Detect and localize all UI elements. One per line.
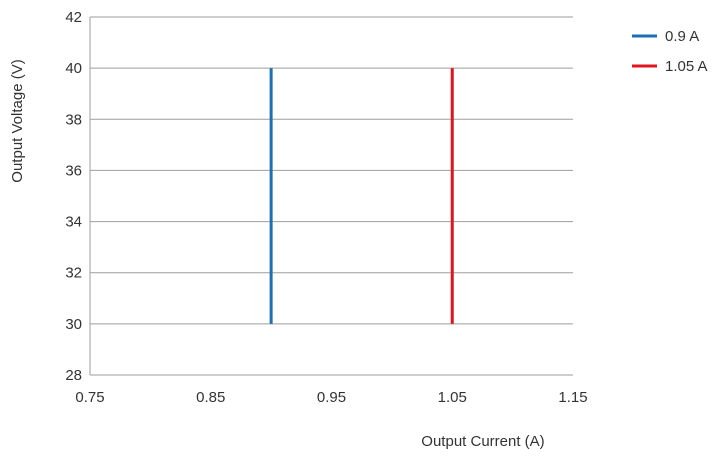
y-tick-label: 34 xyxy=(65,214,82,231)
y-axis-title: Output Voltage (V) xyxy=(9,59,26,182)
gridlines xyxy=(90,16,573,325)
x-tick-label: 0.85 xyxy=(196,389,225,406)
legend-item: 0.9 A xyxy=(632,28,699,45)
legend-label: 0.9 A xyxy=(665,28,699,45)
legend-item: 1.05 A xyxy=(632,58,708,75)
y-tick-label: 36 xyxy=(65,162,82,179)
legend: 0.9 A 1.05 A xyxy=(632,28,708,75)
x-tick-labels: 0.75 0.85 0.95 1.05 1.15 xyxy=(75,389,587,406)
y-tick-label: 32 xyxy=(65,265,82,282)
x-tick-label: 1.15 xyxy=(558,389,587,406)
x-axis-title: Output Current (A) xyxy=(421,433,544,450)
series-lines xyxy=(269,68,454,324)
x-tick-label: 1.05 xyxy=(438,389,467,406)
y-tick-label: 28 xyxy=(65,367,82,384)
y-tick-label: 42 xyxy=(65,9,82,26)
y-tick-label: 30 xyxy=(65,316,82,333)
y-tick-labels: 28 30 32 34 36 38 40 42 xyxy=(65,9,82,384)
y-tick-label: 40 xyxy=(65,60,82,77)
legend-label: 1.05 A xyxy=(665,58,708,75)
x-tick-label: 0.95 xyxy=(317,389,346,406)
y-tick-label: 38 xyxy=(65,111,82,128)
x-tick-label: 0.75 xyxy=(75,389,104,406)
